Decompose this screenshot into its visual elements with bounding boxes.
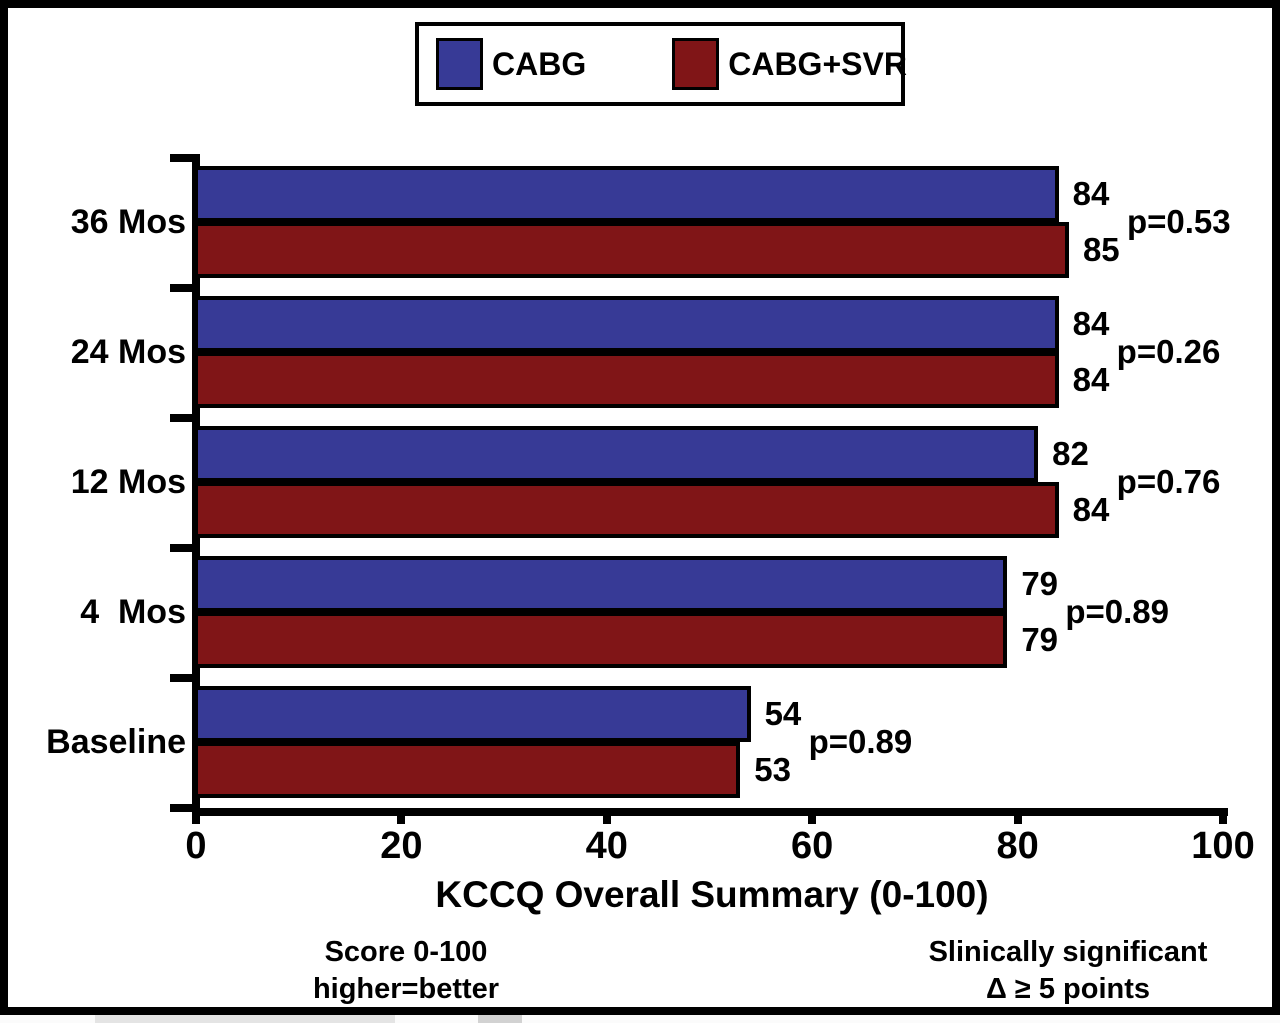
bar-cabg-svr-4-mos <box>198 612 1008 668</box>
x-axis-tick <box>397 808 406 824</box>
x-axis-tick <box>808 808 817 824</box>
bar-cabg-24-mos <box>198 296 1059 352</box>
bar-cabg-12-mos <box>198 426 1039 482</box>
legend-item-cabg-svr: CABG+SVR <box>672 38 907 90</box>
y-axis-line <box>192 154 200 816</box>
legend-label-cabg: CABG <box>492 46 587 82</box>
p-value-label-12-mos: p=0.76 <box>1116 463 1221 500</box>
footnote-clinical-line1: Slinically significant <box>928 936 1208 968</box>
category-label-24-mos: 24 Mos <box>70 333 186 371</box>
bar-value-cabg-baseline: 54 <box>764 695 802 732</box>
y-axis-tick <box>170 544 192 552</box>
bar-value-cabg-svr-12-mos: 84 <box>1072 491 1110 528</box>
category-label-baseline: Baseline <box>46 723 186 761</box>
y-axis-tick <box>170 804 192 812</box>
x-axis-tick <box>1219 808 1227 824</box>
p-value-label-baseline: p=0.89 <box>808 723 913 760</box>
footnote-score-line2: higher=better <box>312 973 500 1005</box>
bar-value-cabg-svr-baseline: 53 <box>754 751 792 788</box>
bar-cabg-svr-baseline <box>198 742 741 798</box>
bar-value-cabg-12-mos: 82 <box>1052 435 1089 472</box>
x-axis-tick <box>1013 808 1022 824</box>
bar-value-cabg-svr-24-mos: 84 <box>1072 361 1110 398</box>
category-label-36-mos: 36 Mos <box>70 203 186 241</box>
y-axis-tick <box>170 284 192 292</box>
page-edge-strip <box>0 1015 1280 1023</box>
x-axis-tick <box>602 808 611 824</box>
x-axis-line <box>192 808 1228 816</box>
bar-cabg-baseline <box>198 686 751 742</box>
x-tick-label: 60 <box>791 825 834 867</box>
legend-item-cabg: CABG <box>436 38 586 90</box>
page-edge-artifact <box>478 1015 522 1023</box>
legend-swatch-cabg <box>436 38 483 90</box>
x-axis-tick <box>192 808 200 824</box>
x-tick-label: 20 <box>380 825 423 867</box>
p-value-label-24-mos: p=0.26 <box>1116 333 1221 370</box>
x-tick-label: 40 <box>585 825 628 867</box>
y-axis-tick <box>170 414 192 422</box>
bar-value-cabg-4-mos: 79 <box>1021 565 1059 602</box>
bar-value-cabg-24-mos: 84 <box>1072 305 1110 342</box>
bar-chart-plot-area: 0 20 40 60 80 100 36 Mos 84 85 p=0.53 24 Mos 84 84 p=… <box>8 8 1280 1023</box>
category-label-12-mos: 12 Mos <box>70 463 186 501</box>
x-tick-label: 0 <box>185 825 207 867</box>
footnote-clinical-line2: Δ ≥ 5 points <box>985 973 1151 1005</box>
p-value-label-4-mos: p=0.89 <box>1065 593 1169 630</box>
legend-label-cabg-svr: CABG+SVR <box>728 46 907 82</box>
footnote-score-line1: Score 0-100 <box>324 936 488 968</box>
x-axis-title: KCCQ Overall Summary (0-100) <box>435 874 989 915</box>
bar-value-cabg-svr-36-mos: 85 <box>1082 231 1120 268</box>
footnote-score-range: Score 0-100 higher=better <box>196 934 616 1008</box>
x-tick-label: 80 <box>996 825 1039 867</box>
p-value-label-36-mos: p=0.53 <box>1126 203 1231 240</box>
x-tick-label: 100 <box>1191 825 1255 867</box>
bar-value-cabg-36-mos: 84 <box>1072 175 1110 212</box>
bar-value-cabg-svr-4-mos: 79 <box>1021 621 1059 658</box>
bar-cabg-36-mos <box>198 166 1059 222</box>
bar-cabg-4-mos <box>198 556 1008 612</box>
legend: CABG CABG+SVR <box>415 22 907 106</box>
page-edge-artifact <box>95 1015 395 1023</box>
bar-cabg-svr-36-mos <box>198 222 1069 278</box>
bar-cabg-svr-24-mos <box>198 352 1059 408</box>
bar-cabg-svr-12-mos <box>198 482 1059 538</box>
legend-swatch-cabg-svr <box>672 38 720 90</box>
footnote-clinical-significance: Slinically significant Δ ≥ 5 points <box>858 934 1278 1008</box>
y-axis-tick <box>170 674 192 682</box>
y-axis-tick <box>170 154 192 162</box>
category-label-4-mos: 4 Mos <box>80 593 186 631</box>
